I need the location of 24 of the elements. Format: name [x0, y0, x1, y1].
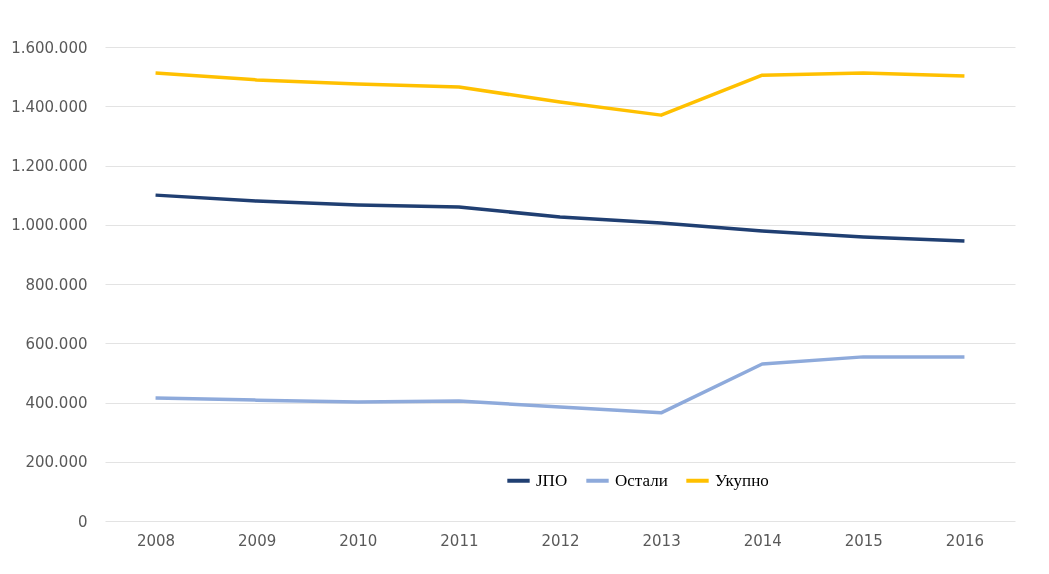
y-tick-label: 200.000	[25, 453, 88, 472]
y-tick-label: 1.600.000	[11, 38, 88, 57]
y-tick-label: 0	[77, 512, 88, 531]
x-tick-label: 2016	[945, 531, 985, 550]
y-tick-label: 1.200.000	[11, 157, 88, 175]
line-series	[153, 71, 967, 117]
line-series	[153, 355, 967, 415]
legend-label: Укупно	[715, 470, 769, 490]
y-tick-label: 1.400.000	[11, 97, 88, 116]
x-tick-label: 2015	[844, 531, 883, 550]
y-tick-label: 400.000	[25, 394, 88, 412]
y-tick-label: 600.000	[25, 334, 88, 353]
x-tick-label: 2012	[541, 531, 580, 550]
legend-label: ЈПО	[536, 470, 568, 490]
x-tick-label: 2009	[238, 531, 277, 550]
x-tick-label: 2008	[136, 531, 176, 550]
y-tick-label: 800.000	[25, 275, 88, 294]
legend-label: Остали	[615, 470, 668, 490]
x-tick-label: 2014	[743, 531, 782, 550]
x-tick-label: 2011	[440, 531, 479, 550]
y-tick-label: 1.000.000	[11, 216, 88, 235]
x-tick-label: 2010	[339, 531, 378, 550]
line-series	[153, 193, 967, 243]
x-tick-label: 2013	[642, 531, 681, 550]
